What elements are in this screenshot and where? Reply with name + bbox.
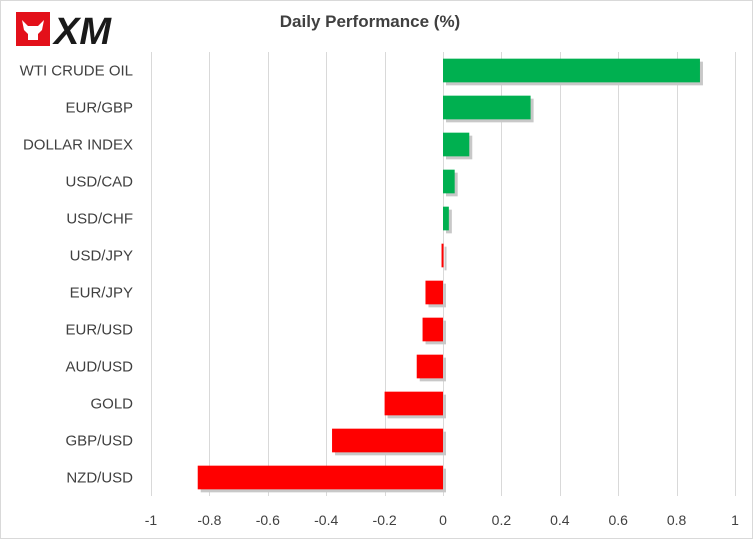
- bar-usd-cad: [443, 169, 455, 194]
- x-tick-label: -0.6: [256, 512, 280, 528]
- category-label: DOLLAR INDEX: [23, 137, 133, 154]
- bar-eur-jpy: [425, 280, 443, 305]
- x-tick-label: 0.2: [492, 512, 512, 528]
- x-tick-label: 0.8: [667, 512, 687, 528]
- chart-title: Daily Performance (%): [279, 12, 461, 31]
- bar-gbp-usd: [332, 428, 443, 453]
- x-tick-label: 1: [731, 512, 739, 528]
- bar-usd-chf: [443, 206, 449, 231]
- bar-aud-usd: [416, 354, 443, 379]
- category-label: USD/CHF: [66, 211, 133, 228]
- gridlines: [151, 52, 736, 496]
- category-label: EUR/JPY: [70, 285, 133, 302]
- bar-eur-gbp: [443, 95, 531, 120]
- category-label: GBP/USD: [65, 433, 133, 450]
- category-label: AUD/USD: [65, 359, 133, 376]
- x-tick-label: 0.6: [608, 512, 628, 528]
- bar-usd-jpy: [441, 243, 444, 268]
- xm-logo: XM: [16, 11, 112, 50]
- category-label: USD/CAD: [65, 174, 133, 191]
- bar-wti-crude-oil: [443, 58, 700, 83]
- category-label: WTI CRUDE OIL: [20, 63, 133, 80]
- bar-shadow-4: [446, 209, 452, 234]
- bar-nzd-usd: [197, 465, 443, 490]
- category-label: EUR/GBP: [65, 100, 133, 117]
- category-label: GOLD: [90, 396, 133, 413]
- x-tick-label: 0: [439, 512, 447, 528]
- x-tick-label: -0.4: [314, 512, 338, 528]
- category-labels: WTI CRUDE OIL EUR/GBP DOLLAR INDEX USD/CAD U…: [20, 63, 134, 487]
- x-tick-labels: -1 -0.8 -0.6 -0.4 -0.2 0 0.2 0.4 0.6 0.8 1: [145, 512, 739, 528]
- bar-dollar-index: [443, 132, 470, 157]
- bar-eur-usd: [422, 317, 443, 342]
- bar-gold: [384, 391, 443, 416]
- bull-icon: [22, 20, 44, 40]
- bars: [197, 58, 703, 493]
- category-label: NZD/USD: [66, 470, 133, 487]
- x-tick-label: 0.4: [550, 512, 570, 528]
- x-tick-label: -0.8: [197, 512, 221, 528]
- x-tick-label: -0.2: [373, 512, 397, 528]
- logo-text: XM: [52, 11, 112, 50]
- category-label: USD/JPY: [70, 248, 133, 265]
- bar-shadow-5: [444, 246, 447, 271]
- x-tick-label: -1: [145, 512, 158, 528]
- category-label: EUR/USD: [65, 322, 133, 339]
